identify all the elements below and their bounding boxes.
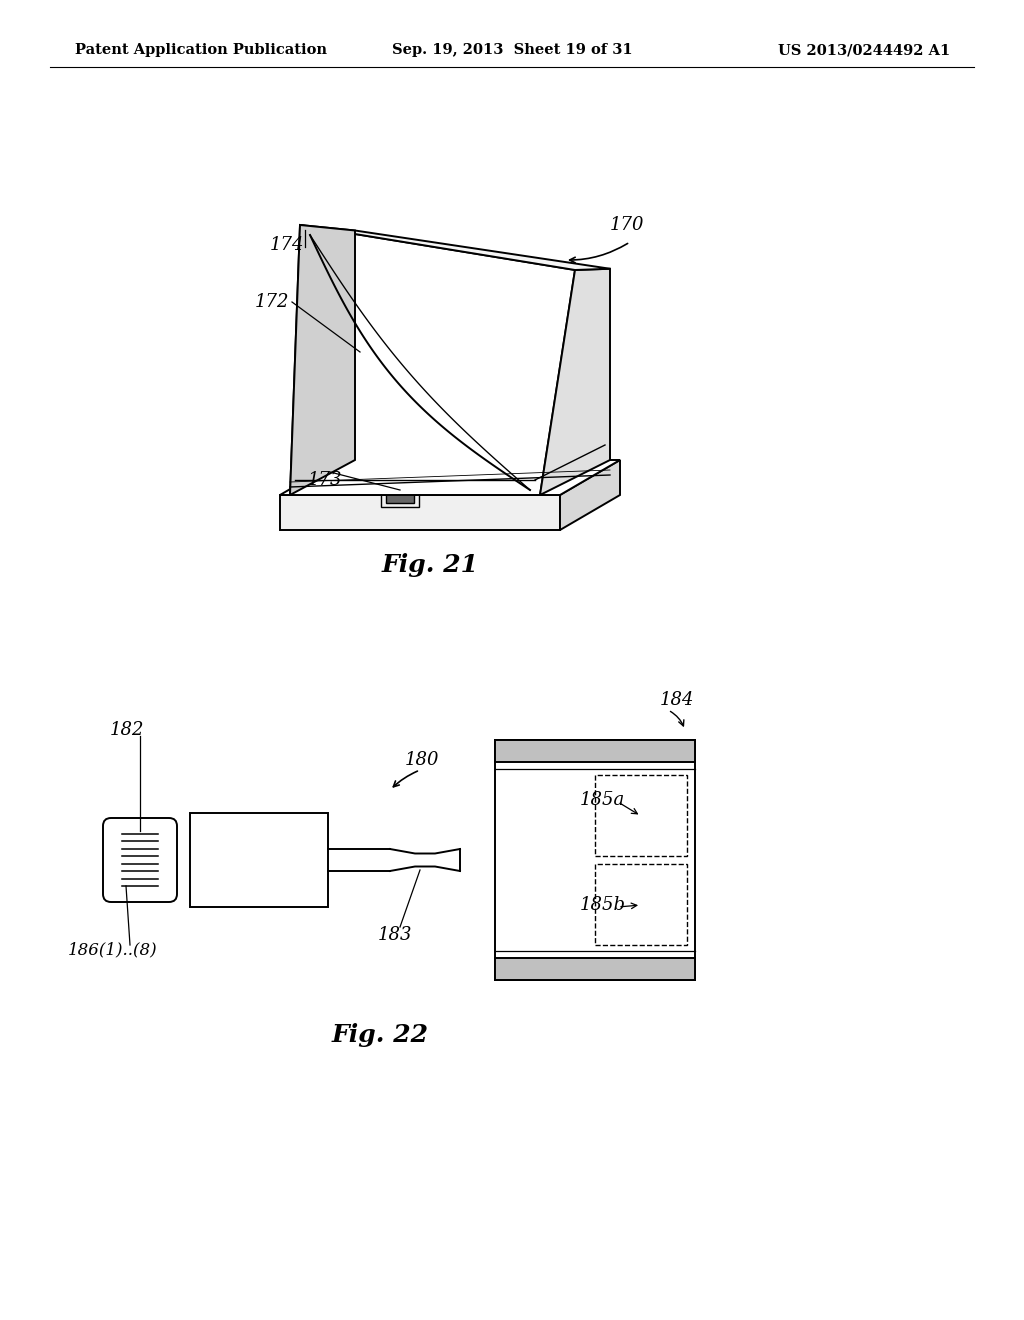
Polygon shape: [540, 269, 610, 495]
Polygon shape: [300, 224, 610, 271]
Text: US 2013/0244492 A1: US 2013/0244492 A1: [778, 44, 950, 57]
Text: 183: 183: [378, 927, 413, 944]
Text: 185b: 185b: [580, 896, 626, 913]
Text: 172: 172: [255, 293, 290, 312]
Bar: [495, 741, 695, 762]
Bar: [381, 483, 419, 507]
Text: 185a: 185a: [580, 791, 626, 809]
Bar: [495, 958, 695, 979]
Text: 182: 182: [110, 721, 144, 739]
Text: Fig. 22: Fig. 22: [332, 1023, 428, 1047]
Text: 180: 180: [406, 751, 439, 770]
Text: Patent Application Publication: Patent Application Publication: [75, 44, 327, 57]
Bar: [495, 741, 695, 979]
Polygon shape: [560, 459, 620, 531]
Bar: [595, 865, 687, 945]
Text: 173: 173: [308, 471, 342, 488]
Bar: [595, 775, 687, 855]
Polygon shape: [290, 224, 355, 495]
FancyBboxPatch shape: [103, 818, 177, 902]
Polygon shape: [280, 495, 560, 531]
Text: 186(1)..(8): 186(1)..(8): [68, 941, 158, 958]
Text: 174: 174: [270, 236, 304, 253]
Text: 170: 170: [610, 216, 644, 234]
Polygon shape: [280, 459, 620, 495]
Bar: [386, 484, 414, 503]
Bar: [190, 813, 328, 907]
Polygon shape: [290, 224, 575, 495]
Text: 184: 184: [660, 690, 694, 709]
Text: Sep. 19, 2013  Sheet 19 of 31: Sep. 19, 2013 Sheet 19 of 31: [392, 44, 632, 57]
Text: Fig. 21: Fig. 21: [382, 553, 478, 577]
